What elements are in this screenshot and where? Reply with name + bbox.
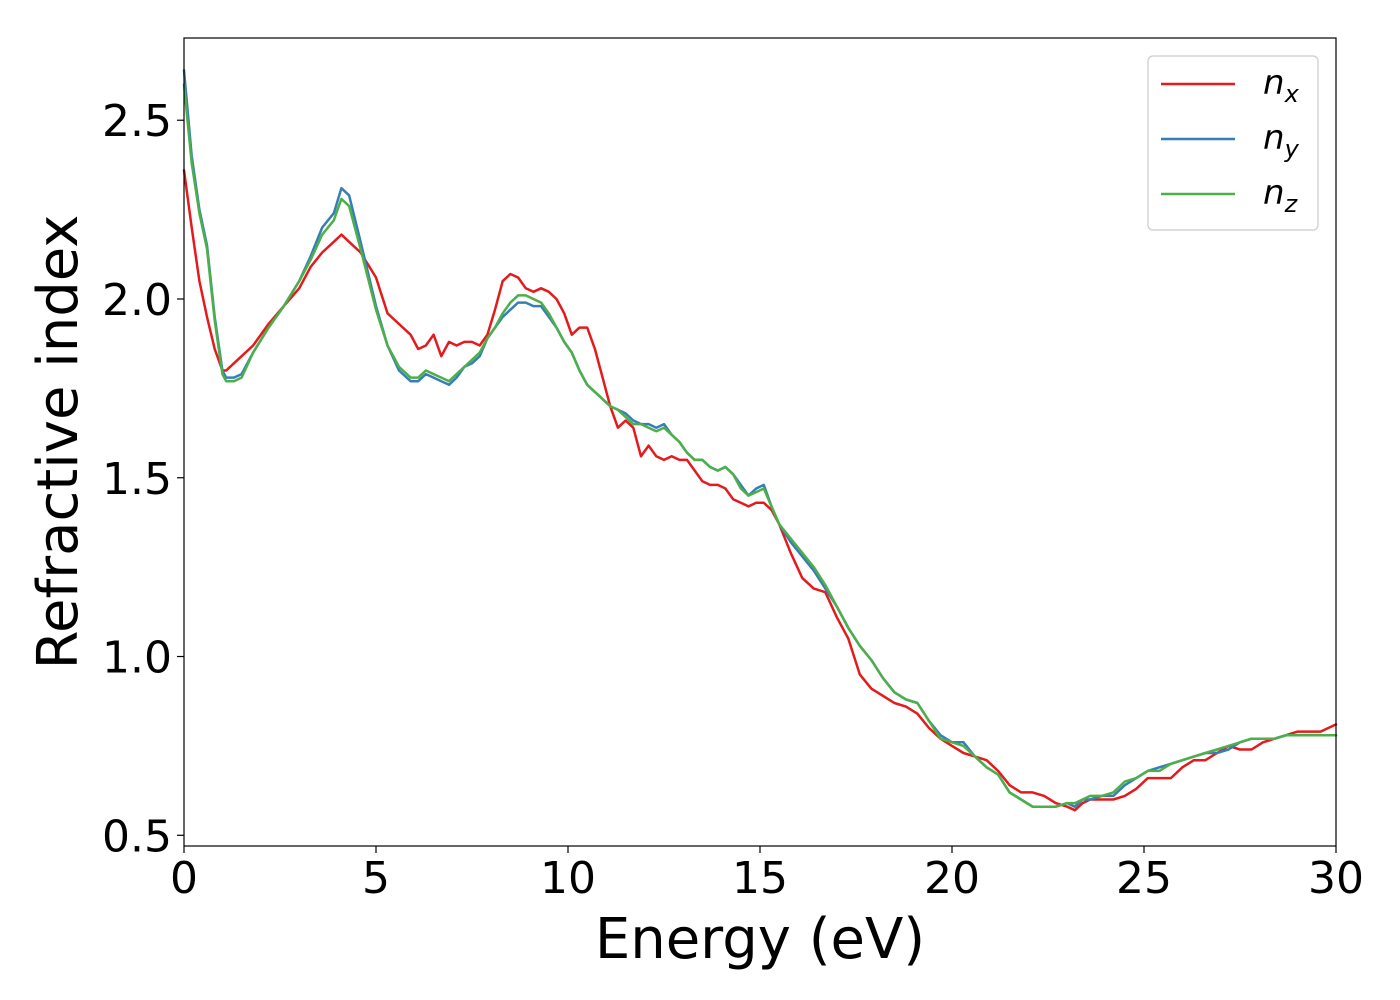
- y-tick-label: 2.0: [102, 275, 172, 326]
- series-line-nx: [182, 169, 1338, 812]
- x-axis-ticks: 0 5 10 15 20 25 30: [170, 846, 1364, 904]
- x-tick-label: 0: [170, 853, 198, 904]
- x-tick-label: 30: [1308, 853, 1364, 904]
- series-layer: [182, 68, 1338, 812]
- legend-label-nz: nz: [1263, 173, 1299, 218]
- x-tick-label: 10: [540, 853, 596, 904]
- x-tick-label: 25: [1116, 853, 1172, 904]
- legend-label-nx: nx: [1263, 63, 1300, 108]
- x-tick-label: 20: [924, 853, 980, 904]
- y-axis-ticks: 0.5 1.0 1.5 2.0 2.5: [102, 96, 184, 862]
- y-tick-label: 0.5: [102, 811, 172, 862]
- x-tick-label: 5: [362, 853, 390, 904]
- y-tick-label: 1.0: [102, 633, 172, 684]
- series-line-nz: [182, 83, 1338, 808]
- x-axis-title: Energy (eV): [595, 907, 925, 972]
- legend: nx ny nz: [1147, 55, 1319, 231]
- y-tick-label: 2.5: [102, 96, 172, 147]
- y-tick-label: 1.5: [102, 454, 172, 505]
- y-axis-title: Refractive index: [26, 215, 91, 670]
- legend-box: [1147, 55, 1319, 231]
- x-tick-label: 15: [732, 853, 788, 904]
- legend-label-ny: ny: [1263, 118, 1300, 163]
